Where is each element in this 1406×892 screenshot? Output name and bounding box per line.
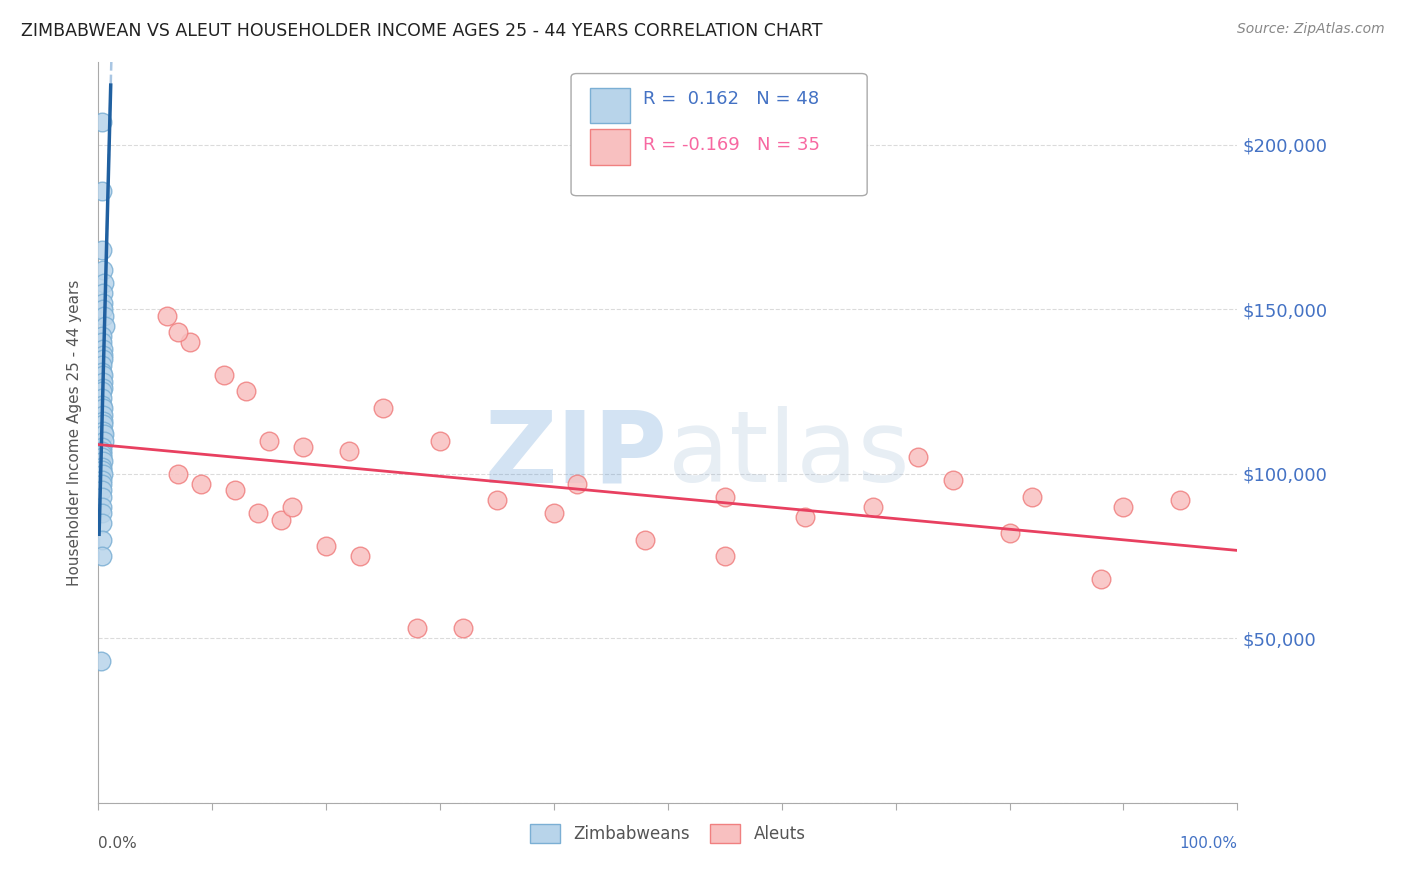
Point (91, 302, 114, 317)
Point (90, 384, 112, 399)
Point (93, 427, 115, 442)
Point (91, 351, 114, 366)
Point (91, 342, 114, 356)
Text: Source: ZipAtlas.com: Source: ZipAtlas.com (1237, 22, 1385, 37)
Point (942, 473, 965, 487)
Point (91, 401, 114, 415)
Point (91, 375, 114, 389)
Point (246, 506, 269, 520)
Point (93, 276, 115, 290)
Point (90, 398, 112, 412)
FancyBboxPatch shape (571, 73, 868, 195)
Point (565, 476, 588, 491)
Point (634, 533, 657, 547)
Point (90, 506, 112, 520)
Point (90, 476, 112, 491)
Point (1170, 493, 1192, 508)
Point (91, 262, 114, 277)
Text: atlas: atlas (668, 407, 910, 503)
Legend: Zimbabweans, Aleuts: Zimbabweans, Aleuts (523, 817, 813, 850)
Point (90, 335, 112, 350)
Point (907, 450, 929, 465)
Point (90, 463, 112, 477)
Point (543, 506, 565, 520)
Point (91, 368, 114, 382)
Text: ZIMBABWEAN VS ALEUT HOUSEHOLDER INCOME AGES 25 - 44 YEARS CORRELATION CHART: ZIMBABWEAN VS ALEUT HOUSEHOLDER INCOME A… (21, 22, 823, 40)
Point (406, 621, 429, 635)
Point (292, 441, 315, 455)
Point (1021, 490, 1043, 504)
FancyBboxPatch shape (591, 129, 630, 165)
Point (91, 408, 114, 422)
Point (315, 539, 337, 553)
Point (167, 325, 190, 339)
Point (91, 417, 114, 432)
Point (90, 473, 112, 487)
Point (90, 184, 112, 198)
Point (90, 516, 112, 530)
Point (337, 443, 360, 458)
Text: 100.0%: 100.0% (1180, 836, 1237, 851)
Point (90, 391, 112, 405)
Point (451, 621, 474, 635)
Point (91, 285, 114, 300)
Point (90, 243, 112, 257)
Point (156, 309, 179, 323)
Point (90, 490, 112, 504)
Point (91, 348, 114, 362)
Point (90, 500, 112, 514)
FancyBboxPatch shape (591, 87, 630, 123)
Point (91, 424, 114, 438)
Point (90, 654, 112, 668)
Point (93, 434, 115, 448)
Point (90, 365, 112, 379)
Point (91, 453, 114, 467)
Point (212, 368, 235, 382)
Point (93, 309, 115, 323)
Point (91, 295, 114, 310)
Point (90, 441, 112, 455)
Point (167, 467, 190, 481)
Point (270, 513, 292, 527)
Point (90, 358, 112, 372)
Point (349, 549, 371, 563)
Point (91, 467, 114, 481)
Point (1090, 572, 1112, 586)
Point (259, 434, 281, 448)
Point (91, 381, 114, 395)
Point (862, 500, 884, 514)
Point (179, 335, 201, 350)
Point (486, 493, 509, 508)
Point (90, 114, 112, 128)
Point (90, 443, 112, 458)
Point (714, 490, 737, 504)
Point (90, 460, 112, 475)
Point (90, 450, 112, 465)
Point (224, 483, 246, 498)
Point (90, 328, 112, 343)
Point (1112, 500, 1135, 514)
Text: R = -0.169   N = 35: R = -0.169 N = 35 (643, 136, 820, 154)
Point (190, 476, 212, 491)
Point (90, 483, 112, 498)
Text: 0.0%: 0.0% (98, 836, 138, 851)
Point (429, 434, 451, 448)
Point (90, 549, 112, 563)
Point (998, 526, 1021, 541)
Point (94, 318, 117, 333)
Text: R =  0.162   N = 48: R = 0.162 N = 48 (643, 90, 818, 109)
Point (793, 509, 815, 524)
Point (371, 401, 394, 415)
Point (714, 549, 737, 563)
Point (281, 500, 304, 514)
Point (91, 414, 114, 428)
Point (235, 384, 257, 399)
Point (90, 447, 112, 461)
Point (90, 533, 112, 547)
Y-axis label: Householder Income Ages 25 - 44 years: Householder Income Ages 25 - 44 years (67, 279, 83, 586)
Text: ZIP: ZIP (485, 407, 668, 503)
